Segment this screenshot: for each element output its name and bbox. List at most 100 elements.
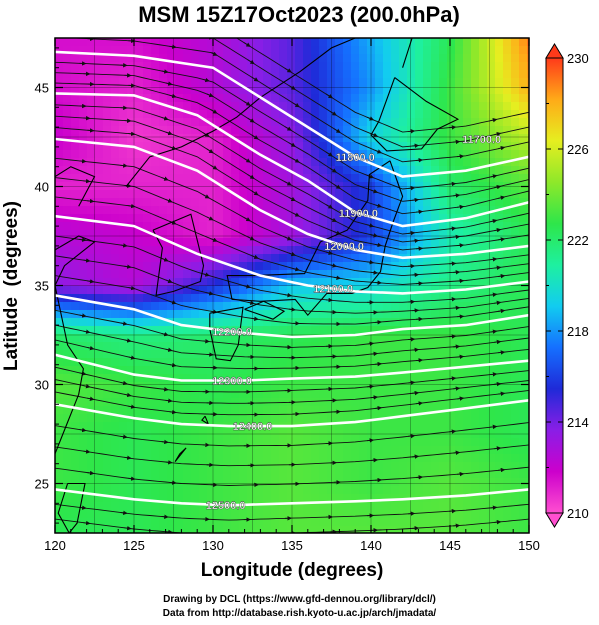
field-cell — [383, 86, 392, 95]
field-cell — [247, 366, 256, 375]
field-cell — [271, 518, 280, 527]
field-cell — [295, 166, 304, 175]
field-cell — [447, 462, 456, 471]
field-cell — [351, 222, 360, 231]
field-cell — [95, 414, 104, 423]
field-cell — [351, 230, 360, 239]
field-cell — [135, 462, 144, 471]
field-cell — [199, 302, 208, 311]
field-cell — [343, 214, 352, 223]
field-cell — [87, 430, 96, 439]
field-cell — [159, 94, 168, 103]
field-cell — [375, 358, 384, 367]
field-cell — [487, 374, 496, 383]
field-cell — [127, 486, 136, 495]
field-cell — [183, 414, 192, 423]
field-cell — [127, 462, 136, 471]
field-cell — [455, 238, 464, 247]
field-cell — [271, 494, 280, 503]
field-cell — [223, 262, 232, 271]
field-cell — [503, 382, 512, 391]
field-cell — [399, 70, 408, 79]
field-cell — [279, 110, 288, 119]
streamline-arrow — [329, 110, 337, 116]
field-cell — [311, 318, 320, 327]
field-cell — [511, 262, 520, 271]
field-cell — [503, 526, 512, 533]
field-cell — [63, 110, 72, 119]
field-cell — [207, 238, 216, 247]
field-cell — [527, 238, 529, 247]
field-cell — [255, 262, 264, 271]
field-cell — [183, 478, 192, 487]
field-cell — [167, 502, 176, 511]
field-cell — [495, 110, 504, 119]
field-cell — [159, 254, 168, 263]
field-cell — [111, 494, 120, 503]
field-cell — [383, 46, 392, 55]
field-cell — [343, 502, 352, 511]
field-cell — [271, 278, 280, 287]
field-cell — [383, 102, 392, 111]
field-cell — [431, 254, 440, 263]
field-cell — [223, 334, 232, 343]
field-cell — [311, 310, 320, 319]
field-cell — [287, 190, 296, 199]
field-cell — [71, 270, 80, 279]
field-cell — [503, 294, 512, 303]
field-cell — [527, 398, 529, 407]
field-cell — [183, 150, 192, 159]
field-cell — [407, 134, 416, 143]
field-cell — [439, 262, 448, 271]
field-cell — [311, 54, 320, 63]
field-cell — [407, 318, 416, 327]
field-cell — [63, 142, 72, 151]
field-cell — [127, 54, 136, 63]
streamline-arrow — [120, 510, 128, 516]
field-cell — [119, 174, 128, 183]
field-cell — [87, 310, 96, 319]
field-cell — [359, 78, 368, 87]
field-cell — [143, 110, 152, 119]
field-cell — [199, 70, 208, 79]
field-cell — [63, 494, 72, 503]
colorbar-arrow-top — [545, 43, 564, 59]
field-cell — [383, 470, 392, 479]
field-cell — [63, 374, 72, 383]
field-cell — [423, 502, 432, 511]
field-cell — [399, 366, 408, 375]
field-cell — [103, 102, 112, 111]
field-cell — [279, 246, 288, 255]
field-cell — [95, 286, 104, 295]
field-cell — [375, 70, 384, 79]
field-cell — [71, 334, 80, 343]
field-cell — [223, 174, 232, 183]
field-cell — [287, 406, 296, 415]
field-cell — [103, 190, 112, 199]
contour-label: 12000.0 — [324, 241, 364, 253]
field-cell — [335, 510, 344, 519]
field-cell — [295, 110, 304, 119]
field-cell — [111, 390, 120, 399]
field-cell — [183, 446, 192, 455]
field-cell — [135, 294, 144, 303]
field-cell — [447, 230, 456, 239]
field-cell — [207, 286, 216, 295]
streamline-arrow — [206, 216, 214, 221]
field-cell — [463, 54, 472, 63]
field-cell — [423, 198, 432, 207]
field-cell — [255, 278, 264, 287]
field-cell — [495, 198, 504, 207]
field-cell — [55, 110, 64, 119]
field-cell — [119, 502, 128, 511]
field-cell — [135, 46, 144, 55]
streamline-arrow — [494, 446, 502, 451]
field-cell — [143, 486, 152, 495]
field-cell — [511, 454, 520, 463]
field-cell — [463, 102, 472, 111]
field-cell — [479, 126, 488, 135]
field-cell — [415, 54, 424, 63]
field-cell — [391, 38, 400, 47]
field-cell — [479, 518, 488, 527]
field-cell — [447, 38, 456, 47]
